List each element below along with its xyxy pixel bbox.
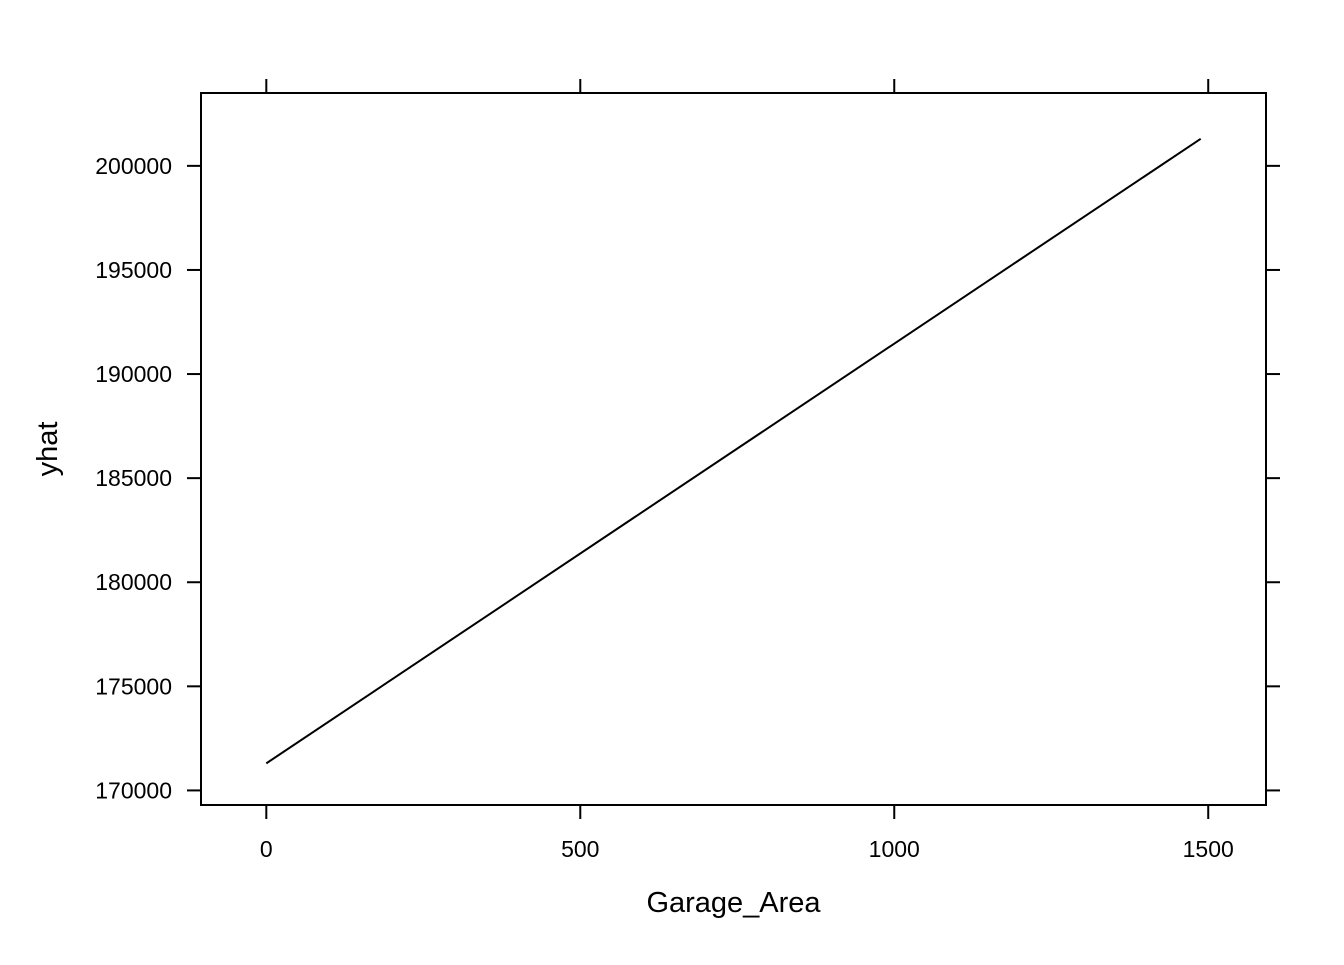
y-tick-label: 185000 [95,465,172,491]
x-tick-label: 1000 [869,836,920,862]
x-tick-label: 1500 [1183,836,1234,862]
series-line [265,137,1202,765]
y-tick-label: 195000 [95,257,172,283]
y-axis-label: yhat [32,422,64,477]
plot-frame [200,92,1267,806]
x-axis-ticks: 0 500 1000 1500 [260,79,1234,862]
y-axis-ticks: 170000 175000 180000 185000 190000 195000 2000… [95,153,1280,803]
y-tick-label: 190000 [95,361,172,387]
x-tick-label: 500 [561,836,599,862]
y-tick-label: 180000 [95,569,172,595]
x-axis-label: Garage_Area [646,887,821,919]
series-layer [265,137,1202,765]
y-tick-label: 175000 [95,673,172,699]
y-tick-label: 170000 [95,777,172,803]
x-tick-label: 0 [260,836,273,862]
y-tick-label: 200000 [95,153,172,179]
